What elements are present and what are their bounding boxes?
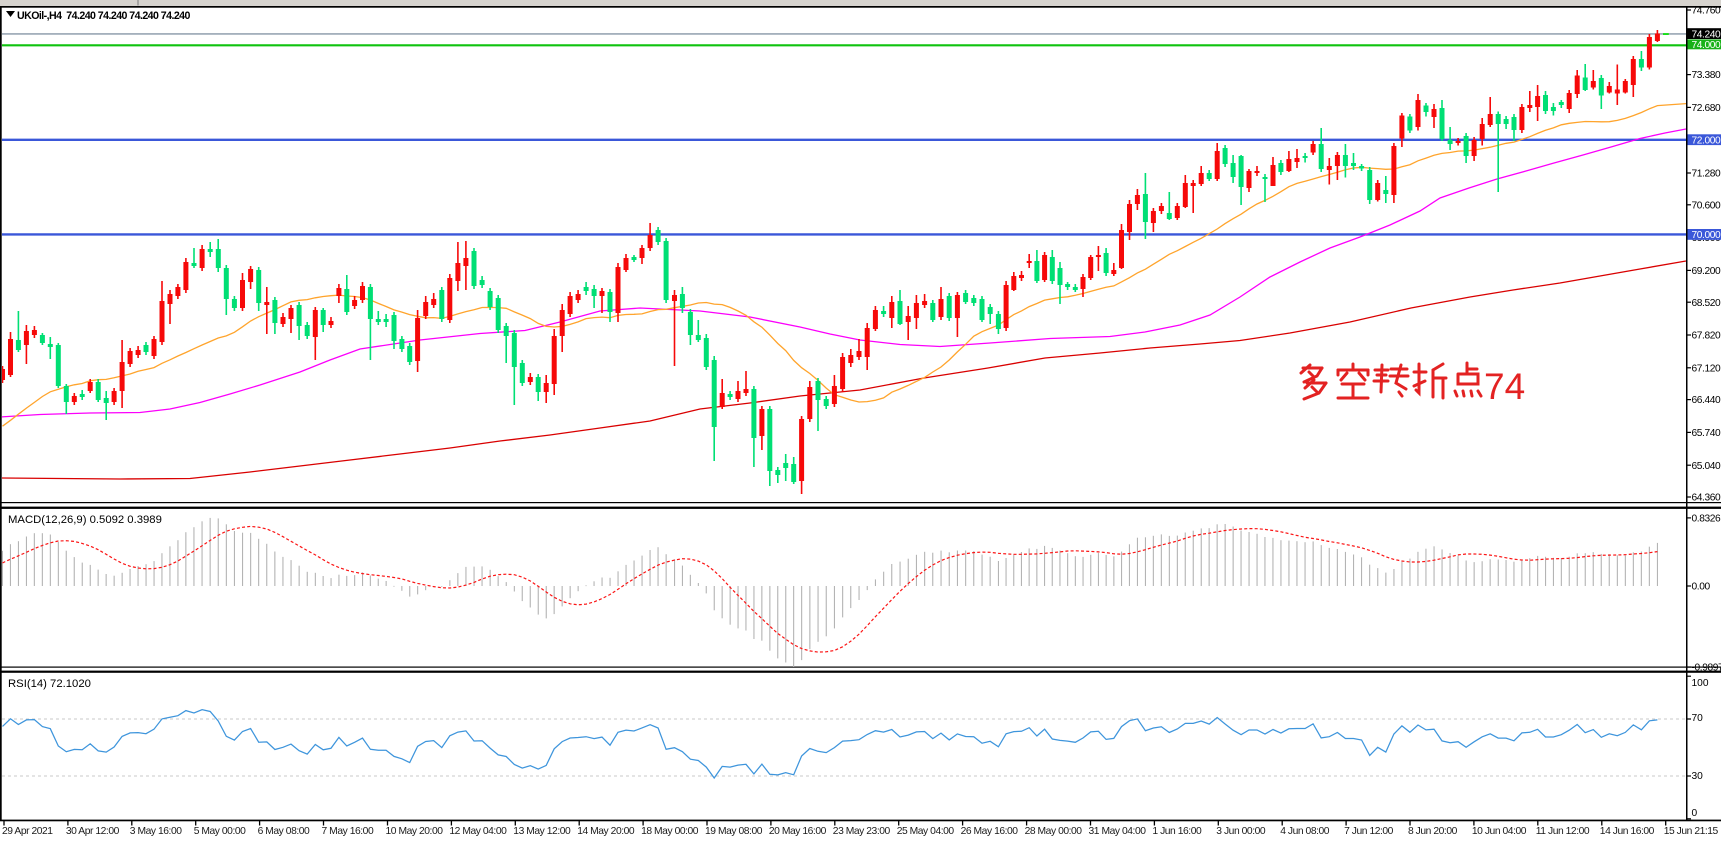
svg-text:73.380: 73.380 — [1692, 70, 1721, 81]
svg-text:30: 30 — [1692, 771, 1704, 782]
svg-text:4 Jun 08:00: 4 Jun 08:00 — [1280, 826, 1330, 837]
svg-text:23 May 23:00: 23 May 23:00 — [833, 826, 891, 837]
svg-text:18 May 00:00: 18 May 00:00 — [641, 826, 699, 837]
svg-text:74: 74 — [1484, 366, 1525, 407]
svg-text:66.440: 66.440 — [1692, 395, 1721, 406]
svg-text:70.600: 70.600 — [1692, 200, 1721, 211]
svg-text:7 Jun 12:00: 7 Jun 12:00 — [1344, 826, 1394, 837]
svg-text:0.8326: 0.8326 — [1692, 514, 1721, 525]
svg-text:28 May 00:00: 28 May 00:00 — [1025, 826, 1083, 837]
svg-text:3 May 16:00: 3 May 16:00 — [130, 826, 182, 837]
svg-text:0: 0 — [1692, 808, 1698, 819]
svg-text:14 May 20:00: 14 May 20:00 — [577, 826, 635, 837]
svg-text:13 May 12:00: 13 May 12:00 — [513, 826, 571, 837]
svg-text:72.000: 72.000 — [1692, 135, 1721, 146]
svg-text:25 May 04:00: 25 May 04:00 — [897, 826, 955, 837]
svg-text:1 Jun 16:00: 1 Jun 16:00 — [1152, 826, 1202, 837]
svg-text:65.740: 65.740 — [1692, 428, 1721, 439]
svg-text:6 May 08:00: 6 May 08:00 — [258, 826, 310, 837]
svg-text:68.520: 68.520 — [1692, 298, 1721, 309]
svg-text:RSI(14) 72.1020: RSI(14) 72.1020 — [8, 678, 91, 690]
svg-text:71.280: 71.280 — [1692, 169, 1721, 180]
svg-text:0.00: 0.00 — [1692, 582, 1711, 593]
svg-text:100: 100 — [1692, 678, 1709, 689]
svg-text:74.240: 74.240 — [1692, 29, 1721, 40]
svg-text:15 Jun 21:15: 15 Jun 21:15 — [1664, 826, 1719, 837]
svg-text:67.820: 67.820 — [1692, 331, 1721, 342]
svg-text:7 May 16:00: 7 May 16:00 — [322, 826, 374, 837]
svg-text:74.000: 74.000 — [1692, 40, 1721, 51]
svg-text:29 Apr 2021: 29 Apr 2021 — [2, 826, 53, 837]
svg-text:20 May 16:00: 20 May 16:00 — [769, 826, 827, 837]
svg-text:26 May 16:00: 26 May 16:00 — [961, 826, 1019, 837]
svg-text:-0.9897: -0.9897 — [1692, 663, 1721, 674]
svg-text:8 Jun 20:00: 8 Jun 20:00 — [1408, 826, 1458, 837]
svg-text:70: 70 — [1692, 713, 1704, 724]
svg-text:70.000: 70.000 — [1692, 230, 1721, 241]
svg-text:5 May 00:00: 5 May 00:00 — [194, 826, 246, 837]
svg-text:MACD(12,26,9) 0.5092 0.3989: MACD(12,26,9) 0.5092 0.3989 — [8, 514, 162, 526]
svg-text:74.760: 74.760 — [1692, 6, 1721, 17]
svg-text:30 Apr 12:00: 30 Apr 12:00 — [66, 826, 120, 837]
svg-text:12 May 04:00: 12 May 04:00 — [449, 826, 507, 837]
svg-text:69.200: 69.200 — [1692, 266, 1721, 277]
svg-text:10 Jun 04:00: 10 Jun 04:00 — [1472, 826, 1527, 837]
svg-text:3 Jun 00:00: 3 Jun 00:00 — [1216, 826, 1266, 837]
svg-text:67.120: 67.120 — [1692, 363, 1721, 374]
svg-text:10 May 20:00: 10 May 20:00 — [386, 826, 444, 837]
svg-text:14 Jun 16:00: 14 Jun 16:00 — [1600, 826, 1655, 837]
svg-text:64.360: 64.360 — [1692, 493, 1721, 504]
svg-text:65.040: 65.040 — [1692, 461, 1721, 472]
svg-text:19 May 08:00: 19 May 08:00 — [705, 826, 763, 837]
svg-text:11 Jun 12:00: 11 Jun 12:00 — [1536, 826, 1590, 837]
svg-text:31 May 04:00: 31 May 04:00 — [1089, 826, 1147, 837]
svg-text:72.680: 72.680 — [1692, 103, 1721, 114]
svg-text:UKOil-,H4 74.240 74.240 74.24: UKOil-,H4 74.240 74.240 74.240 74.240 — [17, 10, 191, 22]
